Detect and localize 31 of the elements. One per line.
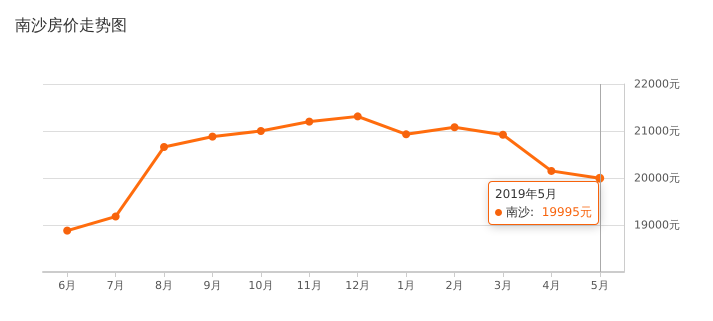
y-tick-label: 21000元 xyxy=(634,124,680,138)
point xyxy=(256,127,265,135)
x-tick-label: 9月 xyxy=(203,279,222,292)
data-label: 19995元 xyxy=(542,205,592,219)
y-tick-label: 22000元 xyxy=(634,78,680,90)
x-tick-label: 2月 xyxy=(446,279,464,292)
x-tick-label: 12月 xyxy=(345,279,370,292)
y-tick-label: 19000元 xyxy=(634,218,680,232)
point xyxy=(354,112,362,120)
point xyxy=(63,226,72,235)
point xyxy=(450,123,459,132)
x-tick-label: 1月 xyxy=(397,279,416,292)
chart-title: 南沙房价走势图 xyxy=(15,16,127,34)
x-tick-label: 8月 xyxy=(155,279,174,292)
point xyxy=(208,132,216,141)
x-tick-label: 5月 xyxy=(590,279,609,292)
point xyxy=(402,130,410,138)
point xyxy=(305,118,314,126)
annotation: 2019年5月 xyxy=(495,186,558,203)
point xyxy=(498,130,507,139)
point xyxy=(112,212,120,221)
x-tick-label: 6月 xyxy=(58,279,76,292)
y-tick-label: 20000元 xyxy=(634,172,680,184)
legend-label: 南沙: xyxy=(506,205,534,219)
x-tick-label: 3月 xyxy=(494,279,512,292)
x-tick-label: 10月 xyxy=(248,279,274,292)
point xyxy=(547,166,556,175)
point xyxy=(160,142,168,151)
x-tick-label: 7月 xyxy=(106,279,125,292)
x-tick-label: 4月 xyxy=(542,279,560,292)
x-tick-label: 11月 xyxy=(296,279,322,292)
